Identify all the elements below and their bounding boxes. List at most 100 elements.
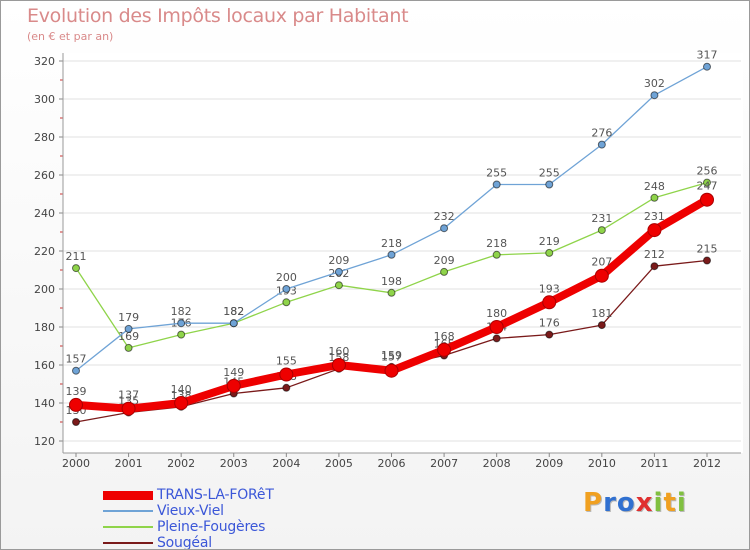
logo-letter: o: [616, 488, 636, 518]
legend-swatch: [103, 526, 153, 528]
x-tick-label: 2004: [272, 457, 300, 470]
data-label: 302: [644, 77, 665, 90]
data-label: 209: [328, 254, 349, 267]
data-label: 179: [118, 311, 139, 324]
legend-item: Vieux-Viel: [103, 503, 224, 519]
data-label: 207: [591, 256, 612, 269]
data-point: [650, 262, 659, 271]
data-point: [331, 358, 346, 372]
data-point: [703, 178, 711, 187]
x-tick-label: 2006: [378, 457, 406, 470]
data-point: [647, 223, 662, 238]
x-tick-label: 2011: [640, 457, 668, 470]
logo-letter: r: [603, 488, 617, 518]
data-label: 317: [697, 49, 718, 62]
data-label: 176: [539, 317, 560, 330]
data-label: 200: [276, 271, 297, 284]
legend-item: Pleine-Fougères: [103, 519, 265, 535]
data-label: 212: [644, 248, 665, 261]
data-label: 276: [591, 127, 612, 140]
x-tick-label: 2007: [430, 457, 458, 470]
data-point: [700, 192, 714, 207]
data-point: [542, 295, 557, 310]
data-label: 182: [171, 305, 192, 318]
y-tick-label: 320: [34, 55, 55, 68]
data-label: 139: [66, 385, 87, 398]
data-point: [492, 250, 501, 259]
data-label: 211: [66, 250, 87, 263]
x-tick-label: 2008: [483, 457, 511, 470]
data-point: [177, 319, 186, 328]
data-point: [594, 268, 609, 283]
data-point: [437, 342, 452, 357]
x-tick-label: 2001: [115, 457, 143, 470]
data-point: [384, 363, 399, 378]
y-tick-label: 200: [34, 283, 55, 296]
data-point: [597, 321, 606, 330]
y-tick-label: 180: [34, 321, 55, 334]
data-point: [334, 281, 343, 290]
y-tick-label: 240: [34, 207, 55, 220]
data-point: [703, 62, 711, 71]
logo-letter: x: [635, 488, 654, 518]
x-tick-label: 2003: [220, 457, 248, 470]
x-tick-label: 2000: [62, 457, 90, 470]
data-point: [282, 298, 291, 307]
x-tick-label: 2009: [535, 457, 563, 470]
data-point: [174, 396, 189, 410]
plot-area: [63, 53, 743, 453]
data-label: 255: [539, 167, 560, 180]
data-point: [650, 91, 659, 100]
data-label: 231: [591, 212, 612, 225]
data-label: 157: [66, 353, 87, 366]
y-tick-label: 120: [34, 435, 55, 448]
data-label: 181: [591, 307, 612, 320]
data-label: 182: [223, 305, 244, 318]
x-tick-label: 2010: [588, 457, 616, 470]
y-tick-label: 140: [34, 397, 55, 410]
legend-label: Vieux-Viel: [157, 503, 224, 519]
x-tick-label: 2012: [693, 457, 721, 470]
legend-swatch: [103, 490, 153, 500]
data-point: [597, 140, 606, 149]
data-point: [387, 250, 396, 259]
data-point: [177, 330, 186, 339]
data-point: [489, 320, 504, 334]
data-point: [124, 324, 133, 333]
data-label: 231: [644, 210, 665, 223]
data-label: 198: [381, 275, 402, 288]
proxiti-logo: Proxiti: [583, 488, 687, 518]
chart-subtitle: (en € et par an): [27, 30, 114, 43]
data-point: [492, 180, 501, 189]
legend-label: TRANS-LA-FORêT: [157, 487, 274, 503]
data-point: [703, 256, 711, 265]
y-tick-label: 220: [34, 245, 55, 258]
data-point: [124, 343, 133, 352]
data-point: [440, 267, 449, 276]
data-point: [72, 264, 80, 273]
logo-letter: t: [663, 488, 677, 518]
data-label: 218: [486, 237, 507, 250]
legend-swatch: [103, 510, 153, 512]
data-point: [545, 180, 554, 189]
data-label: 137: [118, 389, 139, 402]
y-tick-label: 300: [34, 93, 55, 106]
chart-title: Evolution des Impôts locaux par Habitant: [27, 5, 409, 27]
data-point: [226, 378, 241, 393]
data-label: 159: [381, 349, 402, 362]
data-label: 155: [276, 355, 297, 368]
data-label: 218: [381, 237, 402, 250]
y-tick-label: 280: [34, 131, 55, 144]
x-tick-label: 2005: [325, 457, 353, 470]
legend-item: Sougéal: [103, 535, 212, 549]
logo-letter: P: [583, 488, 604, 518]
data-point: [229, 319, 238, 328]
data-point: [492, 334, 501, 343]
legend-item: TRANS-LA-FORêT: [103, 487, 274, 503]
data-label: 140: [171, 383, 192, 396]
data-label: 209: [434, 254, 455, 267]
logo-letter: i: [653, 488, 664, 518]
data-point: [279, 367, 294, 382]
